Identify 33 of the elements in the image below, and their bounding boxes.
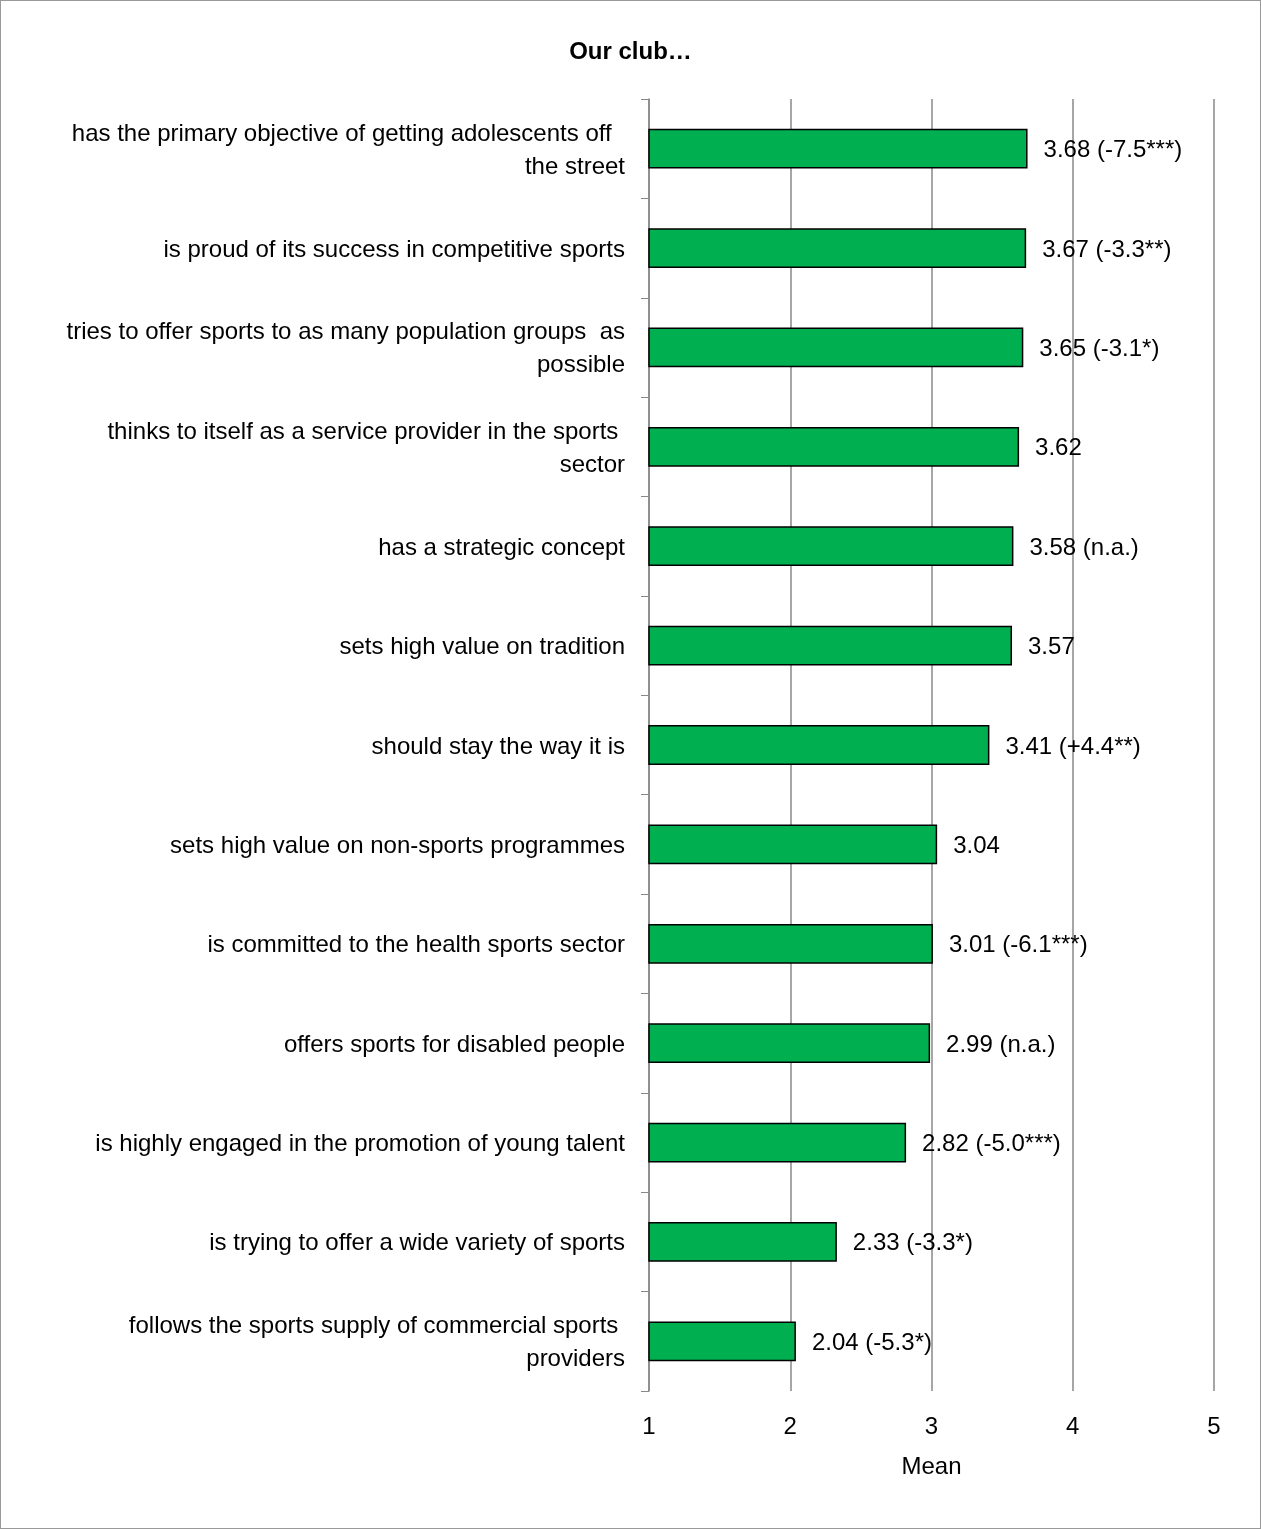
y-tick-label: is committed to the health sports sector: [207, 930, 626, 958]
y-tick-label: has the primary objective of getting adolescents off the street: [71, 118, 626, 179]
data-label: 3.62: [1035, 433, 1082, 461]
x-tick-label: 3: [924, 1411, 939, 1439]
data-label: 2.04 (-5.3*): [811, 1327, 932, 1355]
x-tick-label: 4: [1066, 1411, 1080, 1439]
data-label: 3.58 (n.a.): [1029, 532, 1139, 560]
x-tick-label: 1: [642, 1411, 656, 1439]
data-label: 3.67 (-3.3**): [1042, 234, 1172, 262]
data-label: 3.04: [953, 830, 1000, 858]
data-label: 2.82 (-5.0***): [922, 1129, 1061, 1157]
data-label: 2.33 (-3.3*): [852, 1228, 973, 1256]
data-label: 3.01 (-6.1***): [948, 930, 1088, 958]
y-tick-label: is highly engaged in the promotion of young talent: [95, 1129, 626, 1157]
x-axis-title: Mean: [901, 1451, 962, 1479]
y-tick-label: thinks to itself as a service provider in the sports sector: [107, 416, 625, 477]
y-tick-label: has a strategic concept: [378, 532, 626, 560]
data-label: 3.65 (-3.1*): [1039, 333, 1160, 361]
data-label: 2.99 (n.a.): [946, 1029, 1056, 1057]
y-tick-label: is trying to offer a wide variety of sports: [209, 1228, 625, 1256]
chart-title: Our club…: [569, 36, 692, 64]
x-tick-label: 2: [783, 1411, 797, 1439]
data-label: 3.57: [1028, 632, 1075, 660]
y-tick-label: should stay the way it is: [371, 731, 625, 759]
y-tick-label: is proud of its success in competitive sports: [163, 234, 625, 262]
x-tick-label: 5: [1207, 1411, 1221, 1439]
data-label: 3.41 (+4.4**): [1005, 731, 1141, 759]
data-label: 3.68 (-7.5***): [1043, 135, 1183, 163]
y-tick-label: sets high value on non-sports programmes: [170, 830, 625, 858]
y-tick-label: sets high value on tradition: [339, 632, 625, 660]
y-tick-label: offers sports for disabled people: [283, 1029, 625, 1057]
y-tick-label: tries to offer sports to as many population groups as possible: [66, 317, 625, 378]
y-tick-label: follows the sports supply of commercial sports providers: [128, 1311, 625, 1372]
